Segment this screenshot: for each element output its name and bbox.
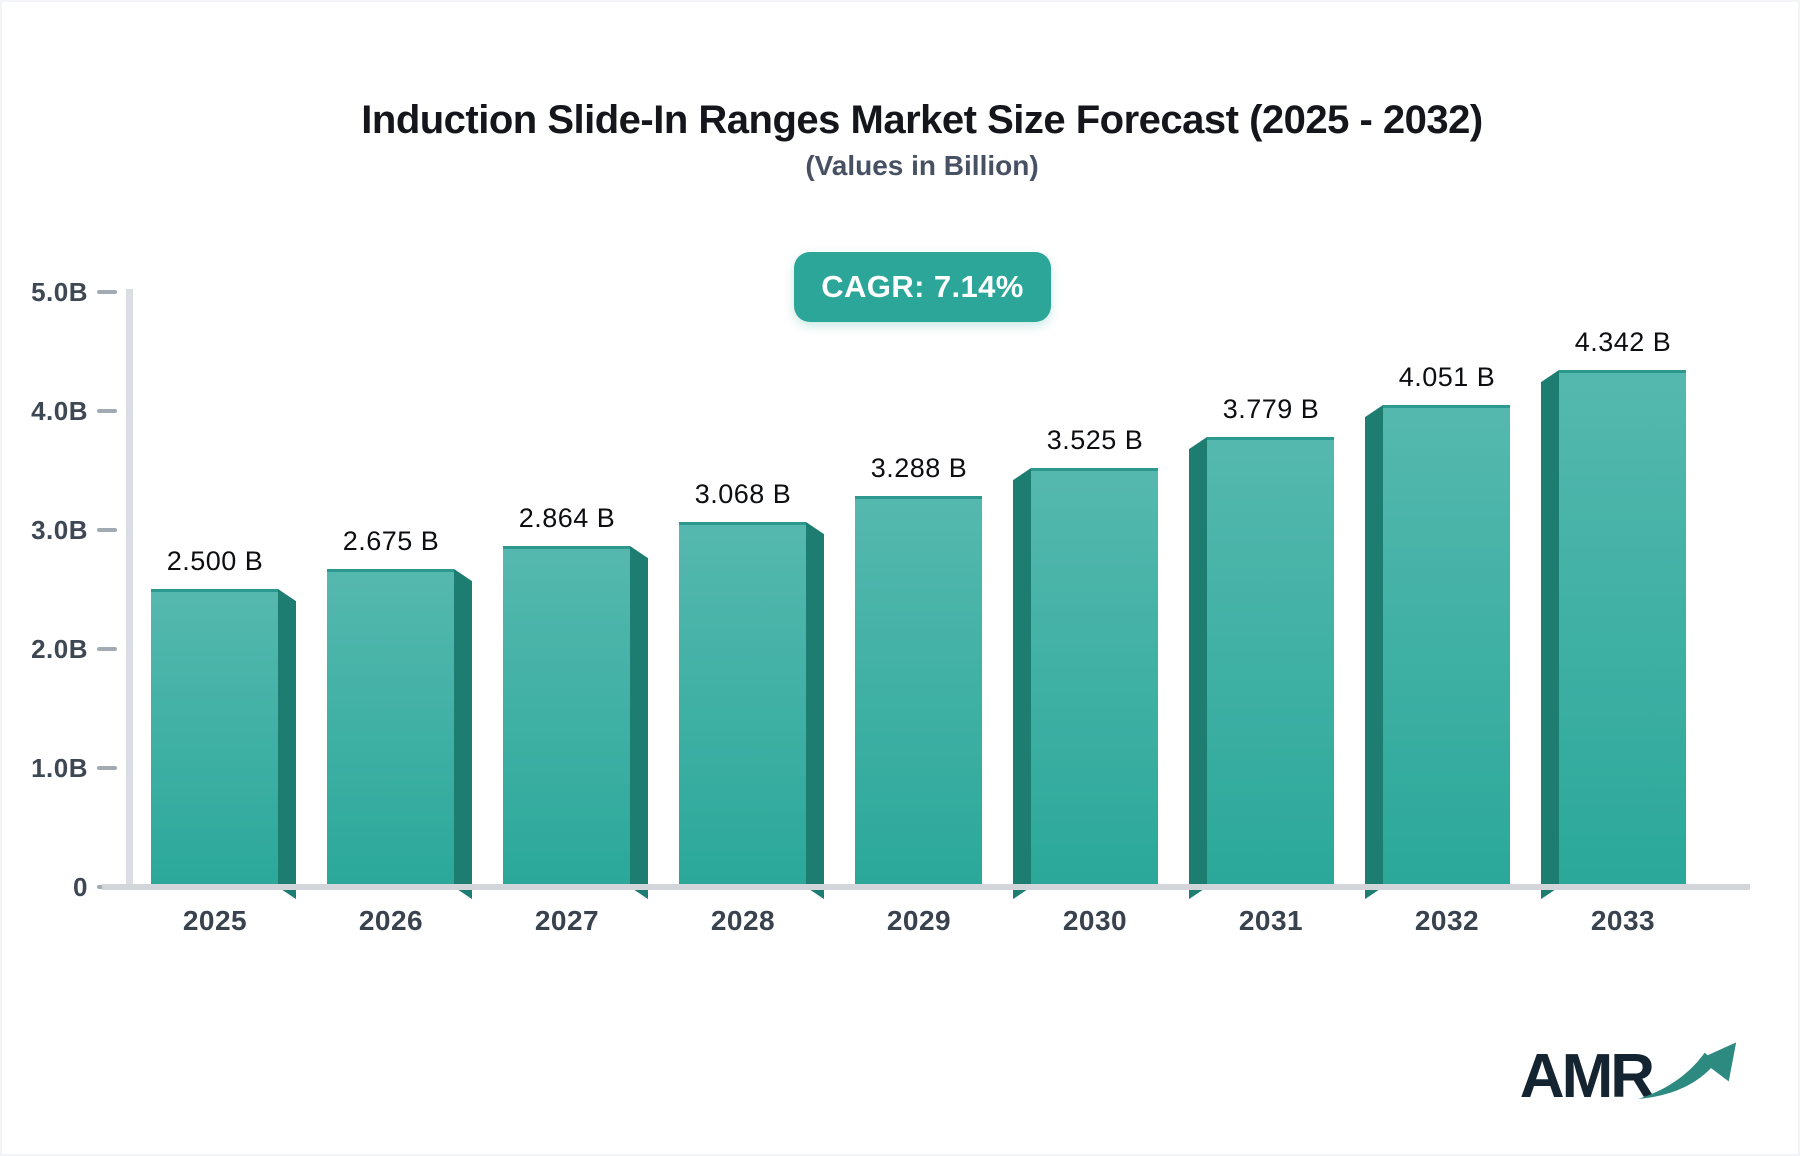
- logo-text: AMR: [1519, 1042, 1655, 1111]
- bar-face: [1031, 468, 1158, 890]
- bar-face: [1383, 405, 1510, 890]
- x-tick-label: 2027: [534, 905, 600, 936]
- y-tick-dash: [97, 409, 117, 413]
- bar-side: [1541, 370, 1559, 900]
- bar-face: [1559, 370, 1686, 890]
- amr-logo: AMR: [1520, 1040, 1738, 1108]
- bar-value-label: 3.779 B: [1222, 394, 1320, 424]
- y-tick-dash: [97, 766, 117, 770]
- bar-face: [1207, 437, 1334, 890]
- y-tick-label: 3.0B: [31, 515, 88, 545]
- x-tick-label: 2032: [1414, 905, 1480, 936]
- bar-value-label: 2.675 B: [342, 526, 440, 556]
- x-tick-label: 2026: [358, 905, 424, 936]
- bar-side: [1365, 405, 1383, 900]
- bar-face: [327, 569, 454, 890]
- cagr-badge: CAGR: 7.14%: [794, 252, 1051, 322]
- page-title: Induction Slide-In Ranges Market Size Fo…: [361, 98, 1483, 142]
- y-tick-dash: [97, 647, 117, 651]
- bar-side: [278, 589, 296, 900]
- y-tick-label: 2.0B: [31, 634, 88, 664]
- bar-value-label: 4.051 B: [1398, 362, 1496, 392]
- bar-value-label: 2.500 B: [166, 546, 264, 576]
- bar-value-label: 4.342 B: [1574, 327, 1672, 357]
- x-tick-label: 2028: [710, 905, 776, 936]
- bar-value-label: 2.864 B: [518, 503, 616, 533]
- bar-side: [630, 546, 648, 900]
- x-tick-label: 2030: [1062, 905, 1128, 936]
- growth-arrow-icon: [1637, 1042, 1737, 1099]
- y-tick-label: 5.0B: [31, 277, 88, 307]
- y-axis-line: [126, 289, 133, 890]
- y-tick-label: 4.0B: [31, 396, 88, 426]
- bar-value-label: 3.068 B: [694, 479, 792, 509]
- bar-value-label: 3.525 B: [1046, 425, 1144, 455]
- bar-side: [1013, 468, 1031, 900]
- x-tick-label: 2029: [886, 905, 952, 936]
- y-tick-dash: [97, 528, 117, 532]
- page-subtitle: (Values in Billion): [805, 150, 1039, 181]
- x-tick-label: 2031: [1238, 905, 1304, 936]
- bar-face: [503, 546, 630, 890]
- x-tick-label: 2033: [1590, 905, 1656, 936]
- x-tick-label: 2025: [182, 905, 248, 936]
- y-tick-dash: [97, 290, 117, 294]
- bar-side: [454, 569, 472, 900]
- bar-side: [1189, 437, 1207, 900]
- y-tick-label: 1.0B: [31, 753, 88, 783]
- bar-side: [806, 522, 824, 900]
- x-axis-line: [102, 884, 1750, 890]
- y-tick-label: 0: [73, 872, 88, 902]
- bar-face: [679, 522, 806, 890]
- bar-face: [151, 589, 278, 890]
- bar-value-label: 3.288 B: [870, 453, 968, 483]
- bar-face: [855, 496, 982, 890]
